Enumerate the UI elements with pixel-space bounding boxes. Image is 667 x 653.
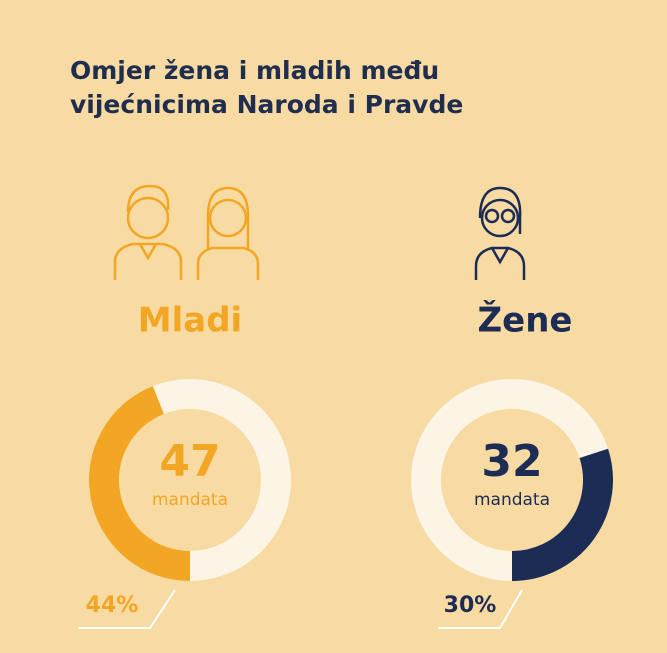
chart-heading: Žene <box>478 300 573 341</box>
youth-icon <box>113 184 260 280</box>
title-line: vijećnicima Naroda i Pravde <box>70 90 463 119</box>
leader-line <box>78 589 523 629</box>
title-line: Omjer žena i mladih među <box>70 56 439 85</box>
center-label: mandata <box>474 490 550 510</box>
center-label: mandata <box>152 490 228 510</box>
woman-icon <box>474 186 526 280</box>
donut-segment <box>511 448 613 581</box>
chart-heading: Mladi <box>138 301 242 341</box>
center-count: 32 <box>481 436 542 487</box>
value-label: 44% <box>86 593 139 618</box>
donut-segment <box>89 386 191 581</box>
value-label: 30% <box>444 593 497 618</box>
center-count: 47 <box>159 436 220 487</box>
